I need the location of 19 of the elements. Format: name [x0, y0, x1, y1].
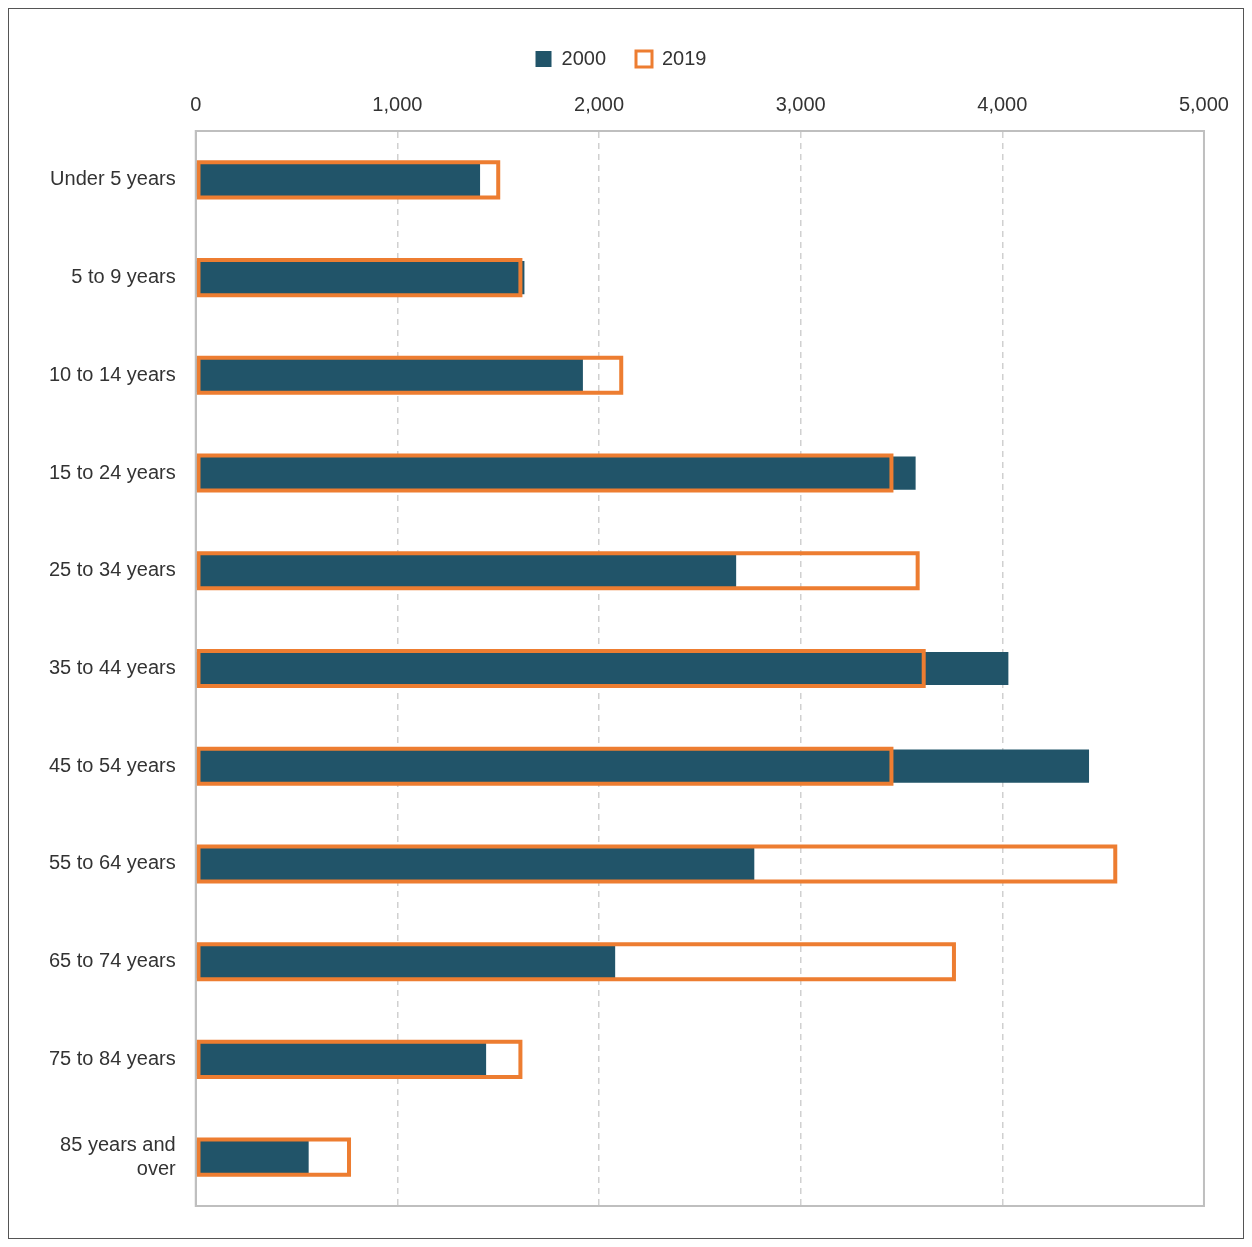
y-tick-label: 15 to 24 years [49, 460, 176, 483]
y-tick-label: 55 to 64 years [49, 851, 176, 874]
x-tick-label: 4,000 [977, 92, 1028, 115]
y-tick-label: 45 to 54 years [49, 753, 176, 776]
y-tick-label: 5 to 9 years [71, 265, 176, 288]
y-tick-label: 35 to 44 years [49, 656, 176, 679]
y-tick-label: 75 to 84 years [49, 1046, 176, 1069]
y-tick-label: 25 to 34 years [49, 558, 176, 581]
x-tick-label: 0 [190, 92, 202, 115]
y-tick-label: Under 5 years [50, 167, 176, 190]
y-tick-label: 65 to 74 years [49, 949, 176, 972]
legend-label: 2019 [662, 46, 707, 69]
x-tick-label: 5,000 [1178, 92, 1230, 115]
x-tick-label: 2,000 [574, 92, 625, 115]
y-tick-label: 10 to 14 years [49, 362, 176, 385]
x-tick-label: 1,000 [372, 92, 423, 115]
legend-label: 2000 [561, 46, 607, 69]
x-tick-label: 3,000 [775, 92, 826, 115]
y-tick-label: 85 years and over [60, 1132, 177, 1179]
